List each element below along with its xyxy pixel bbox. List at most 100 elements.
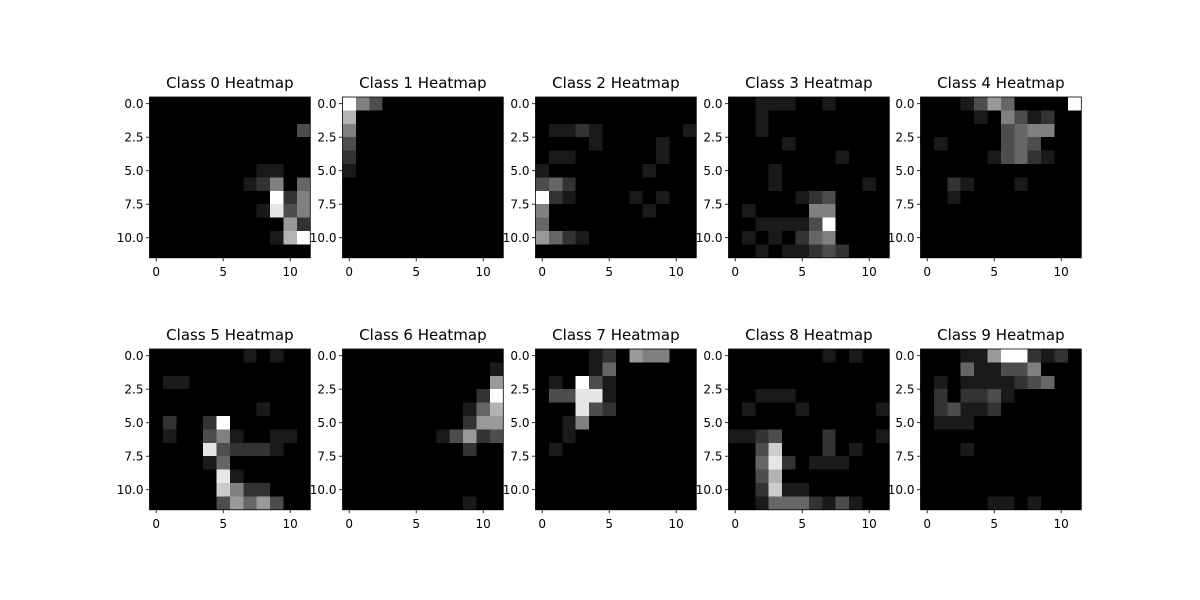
heatmap-cell xyxy=(342,483,357,497)
heatmap-cell xyxy=(642,177,657,192)
heatmap-cell xyxy=(203,190,217,205)
heatmap-cell xyxy=(755,483,769,497)
heatmap-cell xyxy=(974,150,988,165)
heatmap-cell xyxy=(629,496,643,511)
heatmap-cell xyxy=(283,123,298,138)
heatmap-cell xyxy=(283,190,298,205)
heatmap-cell xyxy=(1041,483,1055,497)
heatmap-cell xyxy=(835,244,850,259)
heatmap-cell xyxy=(409,204,424,218)
heatmap-cell xyxy=(642,402,657,417)
heatmap-cell xyxy=(741,204,756,218)
heatmap-cell xyxy=(629,469,643,484)
heatmap-cell xyxy=(149,150,164,165)
heatmap-cell xyxy=(1000,137,1015,151)
heatmap-cell xyxy=(355,416,370,430)
heatmap-cell xyxy=(463,442,477,457)
heatmap-cell xyxy=(862,97,877,111)
heatmap-cell xyxy=(741,416,756,430)
heatmap-cell xyxy=(422,150,437,165)
heatmap-cell xyxy=(189,429,204,444)
heatmap-cell xyxy=(741,429,756,444)
heatmap-cell xyxy=(589,389,603,403)
heatmap-cell xyxy=(656,150,670,165)
heatmap-cell xyxy=(476,389,491,403)
heatmap-cell xyxy=(728,496,743,511)
heatmap-cell xyxy=(669,244,684,259)
axes-frame xyxy=(342,96,504,259)
heatmap-cell xyxy=(489,217,504,232)
heatmap-cell xyxy=(782,416,796,430)
heatmap-cell xyxy=(562,123,576,138)
heatmap-cell xyxy=(875,429,890,444)
heatmap-cell xyxy=(489,349,504,363)
heatmap-cell xyxy=(396,456,410,470)
heatmap-cell xyxy=(1014,123,1028,138)
heatmap-cell xyxy=(642,97,657,111)
heatmap-cells xyxy=(149,349,311,511)
heatmap-cell xyxy=(216,389,231,403)
heatmap-cell xyxy=(422,137,437,151)
heatmap-cell xyxy=(808,217,823,232)
heatmap-cell xyxy=(396,469,410,484)
heatmap-cell xyxy=(355,483,370,497)
heatmap-cell xyxy=(562,375,576,390)
heatmap-cell xyxy=(615,483,630,497)
heatmap-cell xyxy=(562,190,576,205)
heatmap-cell xyxy=(562,97,576,111)
heatmap-cell xyxy=(974,389,988,403)
heatmap-cell xyxy=(189,349,204,363)
heatmap-cell xyxy=(589,123,603,138)
heatmap-cell xyxy=(449,150,464,165)
heatmap-cell xyxy=(862,244,877,259)
heatmap-cell xyxy=(862,164,877,178)
heatmap-cell xyxy=(755,349,769,363)
heatmap-cell xyxy=(974,456,988,470)
heatmap-cell xyxy=(162,362,177,377)
heatmap-cell xyxy=(476,483,491,497)
heatmap-cell xyxy=(1027,456,1042,470)
heatmap-cell xyxy=(342,204,357,218)
heatmap-cell xyxy=(849,150,863,165)
heatmap-cell xyxy=(355,389,370,403)
heatmap-cell xyxy=(1041,97,1055,111)
heatmap-cell xyxy=(216,402,231,417)
heatmap-cell xyxy=(409,389,424,403)
heatmap-cell xyxy=(476,362,491,377)
heatmap-cell xyxy=(974,375,988,390)
heatmap-cell xyxy=(476,442,491,457)
heatmap-cell xyxy=(355,137,370,151)
heatmap-cell xyxy=(355,123,370,138)
heatmap-cell xyxy=(256,496,271,511)
heatmap-cell xyxy=(489,496,504,511)
heatmap-cell xyxy=(849,123,863,138)
heatmap-cell xyxy=(728,97,743,111)
heatmap-cell xyxy=(355,456,370,470)
heatmap-cell xyxy=(960,456,975,470)
heatmap-cell xyxy=(974,362,988,377)
heatmap-cell xyxy=(768,97,783,111)
y-tick-label: 2.5 xyxy=(317,130,336,144)
heatmap-cell xyxy=(342,429,357,444)
heatmap-cell xyxy=(755,110,769,125)
y-tick-label: 10.0 xyxy=(696,231,723,245)
y-tick-label: 5.0 xyxy=(510,416,529,430)
heatmap-cell xyxy=(920,416,935,430)
heatmap-cell xyxy=(933,123,948,138)
heatmap-cell xyxy=(535,456,550,470)
heatmap-cell xyxy=(920,204,935,218)
heatmap-cell xyxy=(947,483,961,497)
heatmap-cell xyxy=(849,375,863,390)
heatmap-cell xyxy=(296,416,311,430)
heatmap-cell xyxy=(920,456,935,470)
heatmap-cell xyxy=(947,362,961,377)
heatmap-cell xyxy=(382,150,397,165)
x-tick-label: 0 xyxy=(731,517,739,531)
heatmap-cell xyxy=(987,429,1002,444)
heatmap-cell xyxy=(369,442,383,457)
heatmap-cell xyxy=(256,123,271,138)
heatmap-cell xyxy=(1067,429,1082,444)
